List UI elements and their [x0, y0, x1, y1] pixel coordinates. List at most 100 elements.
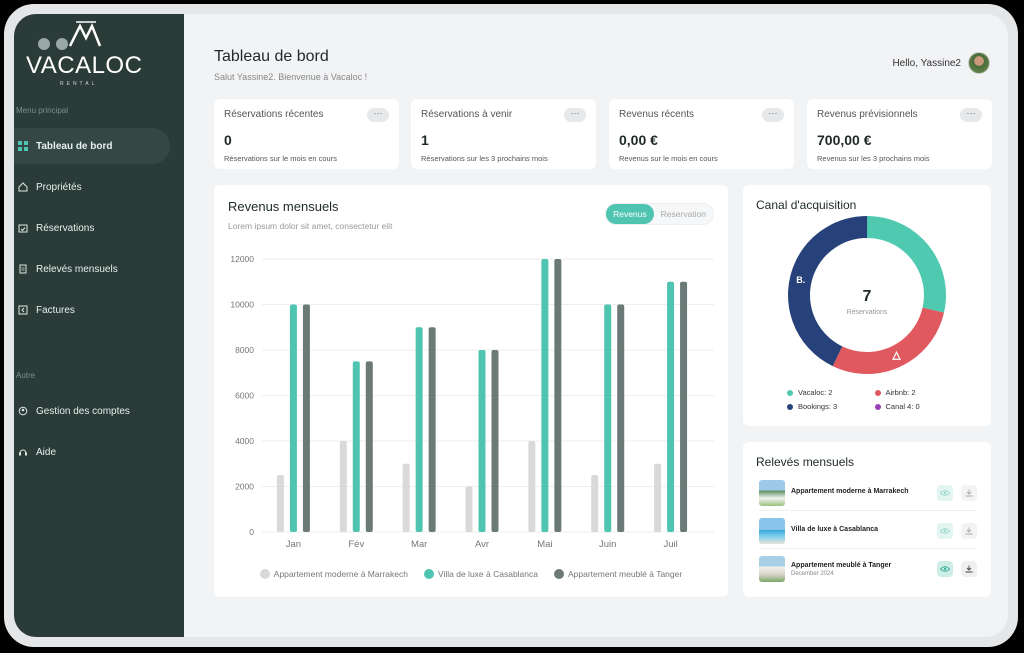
list-item[interactable]: Appartement meublé à Tanger December 2024: [759, 551, 977, 587]
home-icon: [18, 182, 28, 192]
stat-card-recent-revenue: Revenus récents ··· 0,00 € Revenus sur l…: [609, 99, 794, 169]
download-icon: [965, 489, 973, 496]
acquisition-legend: Vacaloc: 2 Airbnb: 2 Bookings: 3 Canal 4…: [787, 388, 962, 411]
stat-card-upcoming-reservations: Réservations à venir ··· 1 Réservations …: [411, 99, 596, 169]
bar-Avr-series-2: [491, 350, 499, 532]
more-options-button[interactable]: ···: [960, 108, 982, 122]
download-icon: [965, 565, 973, 573]
view-button[interactable]: [937, 561, 953, 577]
legend-dot: [787, 403, 793, 410]
sidebar-item-label: Réservations: [36, 222, 95, 234]
donut-slice-1[interactable]: [786, 215, 949, 376]
x-tick-label: Fév: [348, 539, 364, 550]
property-thumbnail: [759, 556, 785, 582]
sidebar-item-help[interactable]: Aide: [14, 434, 170, 470]
stat-value: 1: [421, 132, 429, 148]
bar-Juil-series-0: [654, 463, 662, 532]
user-greeting: Hello, Yassine2: [892, 57, 961, 69]
eye-icon: [940, 527, 950, 534]
dashboard-icon: [18, 141, 28, 151]
legend-label: Canal 4: 0: [885, 402, 920, 411]
avatar[interactable]: [968, 52, 990, 74]
eye-icon: [940, 489, 950, 496]
legend-dot: [554, 569, 564, 579]
device-frame: VACALOC RENTAL Menu principal Tableau de…: [4, 4, 1018, 647]
x-tick-label: Mar: [411, 539, 427, 550]
y-tick-label: 8000: [235, 345, 254, 355]
bar-Juin-series-1: [604, 304, 612, 532]
acquisition-donut-chart: 7 Réservations B.: [776, 215, 958, 385]
sidebar-item-reservations[interactable]: Réservations: [14, 210, 170, 246]
sidebar-item-dashboard[interactable]: Tableau de bord: [14, 128, 170, 164]
monthly-revenue-chart: 0 2000 4000 6000 8000 10000 12000 Jan Fév Mar Avr M…: [230, 254, 714, 550]
bar-Mai-series-0: [528, 441, 536, 532]
airbnb-icon: [892, 350, 901, 360]
download-button[interactable]: [961, 561, 977, 577]
legend-dot: [874, 403, 881, 410]
legend-label: Appartement moderne à Marrakech: [273, 569, 408, 579]
sidebar-item-label: Aide: [36, 446, 57, 458]
brand-logo[interactable]: VACALOC RENTAL: [26, 20, 146, 90]
stat-value: 0: [224, 132, 232, 148]
legend-label: Airbnb: 2: [885, 388, 916, 397]
bar-Mai-series-1: [541, 259, 549, 532]
chart-title: Revenus mensuels: [228, 199, 339, 214]
app-screen: VACALOC RENTAL Menu principal Tableau de…: [14, 14, 1008, 637]
sidebar-item-label: Factures: [36, 304, 75, 316]
page-subtitle: Salut Yassine2. Bienvenue à Vacaloc !: [214, 72, 368, 82]
stat-description: Revenus sur le mois en cours: [619, 154, 718, 163]
bar-Fév-series-2: [365, 361, 373, 532]
monthly-revenue-card: Revenus mensuels Lorem ipsum dolor sit a…: [214, 185, 728, 597]
statement-property-name: Villa de luxe à Casablanca: [791, 526, 879, 533]
statement-property-name: Appartement moderne à Marrakech: [791, 488, 909, 495]
more-options-button[interactable]: ···: [762, 108, 784, 122]
view-button[interactable]: [937, 522, 953, 539]
user-settings-icon: [18, 406, 28, 416]
invoice-icon: [18, 305, 28, 315]
bar-Jan-series-0: [276, 475, 284, 532]
sidebar-item-releves[interactable]: Relevés mensuels: [14, 251, 170, 287]
download-button[interactable]: [961, 522, 977, 539]
more-options-button[interactable]: ···: [367, 108, 389, 122]
bar-Jan-series-2: [302, 304, 310, 532]
legend-item-airbnb: Airbnb: 2: [874, 388, 963, 397]
statement-date: December 2024: [791, 570, 834, 577]
sidebar-item-factures[interactable]: Factures: [14, 292, 170, 328]
more-options-button[interactable]: ···: [564, 108, 586, 122]
sidebar-item-accounts[interactable]: Gestion des comptes: [14, 393, 170, 429]
toggle-revenus[interactable]: Revenus: [606, 204, 654, 224]
user-menu[interactable]: Hello, Yassine2: [892, 52, 990, 74]
bookings-mark: B.: [796, 275, 805, 285]
monthly-statements-card: Relevés mensuels Appartement moderne à M…: [743, 442, 991, 597]
legend-dot: [874, 389, 881, 396]
legend-item[interactable]: Appartement meublé à Tanger: [554, 569, 682, 579]
y-tick-label: 10000: [230, 300, 254, 310]
sidebar: VACALOC RENTAL Menu principal Tableau de…: [14, 14, 184, 637]
legend-item[interactable]: Appartement moderne à Marrakech: [259, 569, 408, 579]
list-item[interactable]: Villa de luxe à Casablanca: [759, 513, 977, 549]
donut-total-label: Réservations: [847, 309, 888, 316]
property-thumbnail: [759, 517, 785, 544]
statement-property-name: Appartement meublé à Tanger: [791, 561, 892, 569]
list-item[interactable]: Appartement moderne à Marrakech: [759, 475, 977, 511]
sidebar-item-properties[interactable]: Propriétés: [14, 169, 170, 205]
download-button[interactable]: [961, 484, 977, 501]
legend-item-vacaloc: Vacaloc: 2: [787, 388, 875, 397]
bar-Mar-series-1: [415, 327, 423, 532]
view-button[interactable]: [937, 484, 953, 501]
acquisition-title: Canal d'acquisition: [756, 198, 857, 212]
y-tick-label: 6000: [235, 391, 254, 401]
sidebar-item-label: Propriétés: [36, 181, 82, 193]
chart-mode-toggle[interactable]: Revenus Reservation: [605, 203, 714, 225]
bar-Mar-series-0: [402, 463, 410, 532]
toggle-reservation[interactable]: Reservation: [660, 209, 706, 219]
donut-slice-2[interactable]: [776, 215, 958, 385]
bar-Avr-series-0: [465, 486, 473, 532]
legend-item-canal4: Canal 4: 0: [874, 402, 963, 411]
legend-dot: [787, 389, 793, 396]
legend-dot: [423, 569, 434, 579]
logo-mark-icon: [38, 21, 102, 50]
sidebar-item-label: Tableau de bord: [36, 140, 113, 152]
legend-item[interactable]: Villa de luxe à Casablanca: [423, 569, 538, 579]
y-tick-label: 0: [249, 527, 254, 537]
